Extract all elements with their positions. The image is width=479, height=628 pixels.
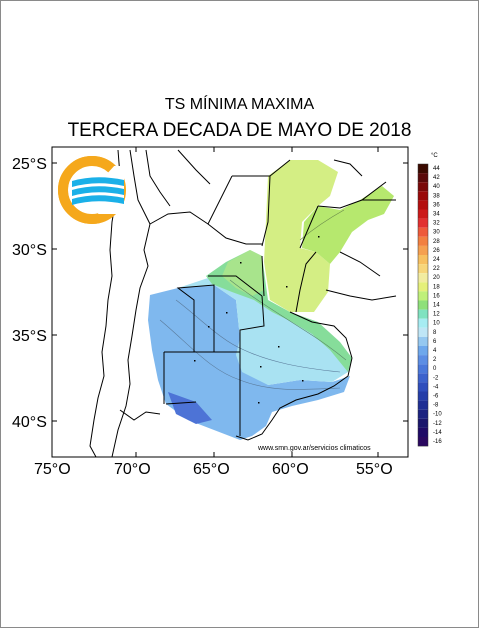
colorbar-label: -4	[433, 384, 439, 390]
colorbar-swatch	[418, 373, 428, 383]
colorbar-label: 40	[433, 184, 440, 190]
colorbar-label: 18	[433, 284, 440, 290]
colorbar-swatch	[418, 209, 428, 219]
colorbar-swatch	[418, 336, 428, 346]
colorbar-label: -10	[433, 412, 442, 418]
map-subtitle: TERCERA DECADA DE MAYO DE 2018	[67, 120, 412, 141]
smn-logo	[58, 156, 126, 224]
colorbar-swatch	[418, 409, 428, 419]
colorbar-frame	[417, 163, 429, 447]
colorbar-swatch	[418, 245, 428, 255]
logo-wave	[72, 177, 124, 187]
colorbar-label: 14	[433, 303, 440, 309]
lat-label-40: 40°S	[12, 414, 47, 431]
colorbar-label: 42	[433, 175, 440, 181]
colorbar-swatch	[418, 182, 428, 192]
colorbar-swatch	[418, 318, 428, 328]
lat-ticks	[52, 162, 408, 422]
colorbar-swatch	[418, 227, 428, 237]
colorbar-label: 26	[433, 248, 440, 254]
colorbar-label: 4	[433, 348, 437, 354]
colorbar-swatch	[418, 327, 428, 337]
green-zone-west	[222, 250, 264, 296]
colorbar-swatch	[418, 400, 428, 410]
colorbar-label: 28	[433, 239, 440, 245]
lon-label-70: 70°O	[114, 461, 151, 478]
colorbar-label: 34	[433, 212, 440, 218]
colorbar-swatch	[418, 173, 428, 183]
colorbar-swatch	[418, 282, 428, 292]
lat-label-25: 25°S	[12, 156, 47, 173]
hot-zone	[264, 160, 338, 312]
colorbar-swatch	[418, 291, 428, 301]
colorbar-swatch	[418, 218, 428, 228]
colorbar-swatch	[418, 346, 428, 356]
colorbar-swatch	[418, 200, 428, 210]
colorbar-swatch	[418, 273, 428, 283]
colorbar-label: 32	[433, 221, 440, 227]
colorbar-swatch	[418, 264, 428, 274]
coldest-zone	[168, 392, 212, 424]
colorbar-label: -6	[433, 394, 439, 400]
lon-label-75: 75°O	[34, 461, 71, 478]
borders	[89, 149, 397, 457]
colorbar-label: -8	[433, 403, 439, 409]
colorbar-label: 22	[433, 266, 440, 272]
colorbar-swatch	[418, 437, 428, 447]
colorbar-unit: °C	[431, 153, 438, 159]
colorbar-label: -12	[433, 421, 442, 427]
cold-zone	[148, 285, 350, 440]
colorbar-swatch	[418, 382, 428, 392]
colorbar-label: 24	[433, 257, 440, 263]
colorbar-label: 2	[433, 357, 437, 363]
colorbar-label: 44	[433, 166, 440, 172]
colorbar-swatch	[418, 300, 428, 310]
colorbar-label: 6	[433, 339, 437, 345]
colorbar-label: 38	[433, 193, 440, 199]
colorbar-label: -2	[433, 375, 439, 381]
map-title: TS MÍNIMA MAXIMA	[164, 96, 315, 113]
lon-label-60: 60°O	[272, 461, 309, 478]
colorbar-swatch	[418, 309, 428, 319]
lon-ticks	[51, 147, 379, 457]
colorbar-label: 8	[433, 330, 437, 336]
colorbar-label: 30	[433, 230, 440, 236]
lon-label-65: 65°O	[193, 461, 230, 478]
colorbar-swatch	[418, 418, 428, 428]
colorbar-label: 12	[433, 312, 440, 318]
colorbar-swatch	[418, 364, 428, 374]
temperature-field	[148, 160, 394, 440]
colorbar-swatch	[418, 255, 428, 265]
colorbar-swatch	[418, 427, 428, 437]
colorbar: 4442403836343230282624222018161412108642…	[417, 163, 442, 447]
lat-label-35: 35°S	[12, 328, 47, 345]
lon-label-55: 55°O	[356, 461, 393, 478]
colorbar-swatch	[418, 236, 428, 246]
colorbar-label: 36	[433, 202, 440, 208]
colorbar-swatch	[418, 391, 428, 401]
colorbar-swatch	[418, 355, 428, 365]
hot-zone-east	[302, 186, 394, 264]
colorbar-label: -16	[433, 439, 442, 445]
colorbar-swatch	[418, 164, 428, 174]
colorbar-label: 16	[433, 293, 440, 299]
lat-label-30: 30°S	[12, 242, 47, 259]
colorbar-swatch	[418, 191, 428, 201]
stations	[194, 236, 320, 404]
colorbar-label: 0	[433, 366, 437, 372]
colorbar-label: 10	[433, 321, 440, 327]
colorbar-label: 20	[433, 275, 440, 281]
credit-text: www.smn.gov.ar/servicios climaticos	[257, 445, 371, 452]
colorbar-label: -14	[433, 430, 442, 436]
mild-zone	[178, 276, 350, 385]
